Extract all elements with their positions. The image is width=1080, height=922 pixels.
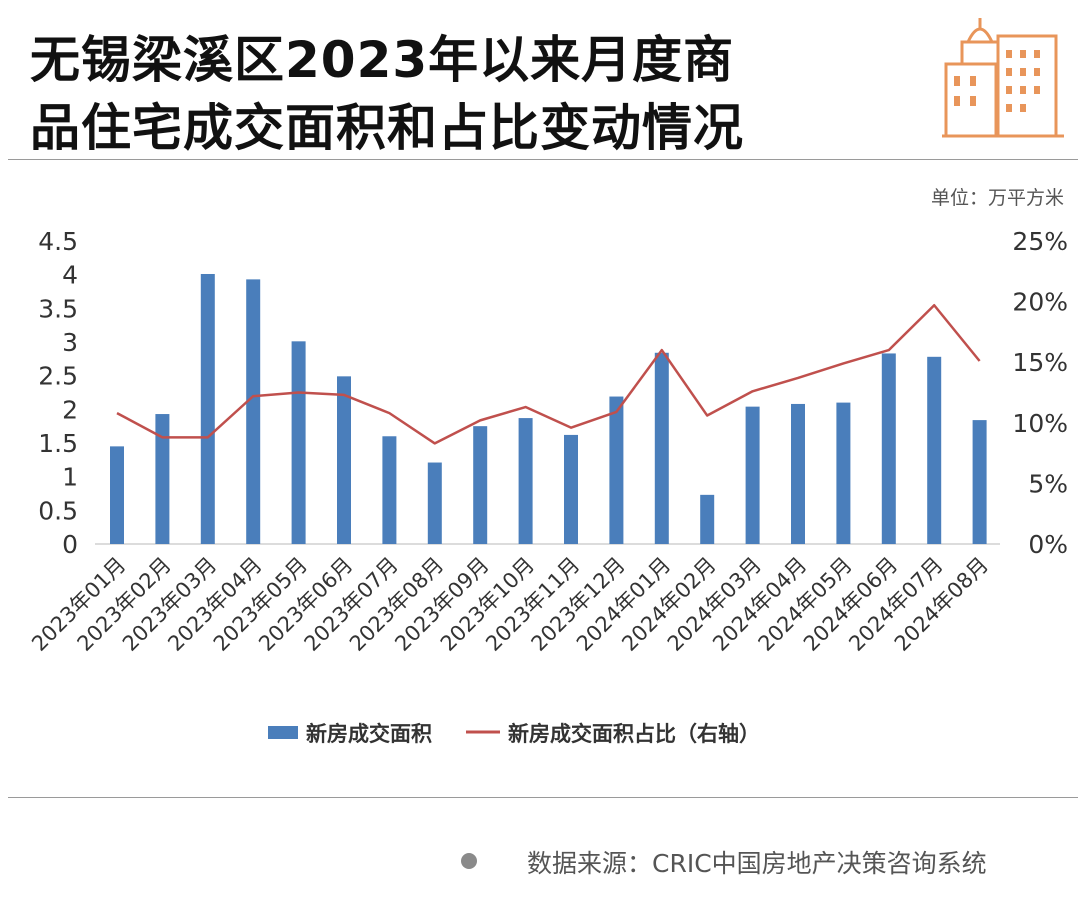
bar [972, 420, 987, 544]
right-tick-label: 5% [1028, 469, 1068, 498]
bar [791, 403, 805, 544]
bar [337, 376, 351, 544]
bar [927, 356, 942, 544]
bar [609, 396, 624, 544]
bar [881, 353, 896, 544]
line-series [116, 303, 981, 445]
x-axis-tick-labels: 2023年01月2023年02月2023年03月2023年04月2023年05月… [27, 553, 993, 656]
title-divider [8, 159, 1078, 160]
city-buildings-icon [942, 18, 1064, 138]
line-series-path [116, 303, 981, 445]
bar [291, 341, 306, 544]
right-axis-ticks: 0% 5% 10% 15% 20% 25% [1012, 227, 1068, 559]
bar [382, 436, 397, 544]
bar [473, 426, 488, 544]
bar [246, 279, 261, 544]
chart-title-line-2: 品住宅成交面积和占比变动情况 [30, 99, 744, 157]
left-tick-label: 4.5 [38, 227, 78, 256]
left-tick-label: 0 [62, 530, 78, 559]
right-tick-label: 15% [1012, 348, 1068, 377]
legend-bar-swatch [268, 726, 298, 739]
combo-chart: 0 0.5 1 1.5 2 2.5 3 3.5 4 4.5 0% 5% 10% 15% 20% 25% 20… [27, 227, 1068, 746]
right-tick-label: 10% [1012, 409, 1068, 438]
left-tick-label: 1.5 [38, 429, 78, 458]
data-source: 数据来源：CRIC中国房地产决策咨询系统 [527, 849, 987, 878]
left-tick-label: 0.5 [38, 496, 78, 525]
left-axis-ticks: 0 0.5 1 1.5 2 2.5 3 3.5 4 4.5 [38, 227, 78, 559]
right-tick-label: 25% [1012, 227, 1068, 256]
left-tick-label: 1 [62, 463, 78, 492]
footer-divider [8, 797, 1078, 798]
source-bullet-icon [461, 853, 477, 869]
unit-label: 单位：万平方米 [930, 187, 1064, 209]
bar [155, 414, 170, 544]
bar [564, 434, 578, 544]
legend-bar-label: 新房成交面积 [306, 722, 432, 746]
chart-title-line-1: 无锡梁溪区2023年以来月度商 [30, 31, 735, 89]
legend: 新房成交面积 新房成交面积占比（右轴） [268, 722, 760, 746]
legend-line-label: 新房成交面积占比（右轴） [508, 722, 760, 746]
bar [700, 494, 715, 544]
left-tick-label: 3.5 [38, 294, 78, 323]
bar [745, 406, 760, 544]
left-tick-label: 2 [62, 395, 78, 424]
left-tick-label: 4 [62, 261, 78, 290]
bar [427, 462, 442, 544]
right-tick-label: 20% [1012, 288, 1068, 317]
bar [836, 402, 851, 544]
left-tick-label: 2.5 [38, 362, 78, 391]
bar [518, 418, 533, 544]
bar [200, 273, 215, 544]
bar [110, 446, 124, 544]
left-tick-label: 3 [62, 328, 78, 357]
bar [654, 352, 669, 544]
bar-series [110, 273, 987, 544]
right-tick-label: 0% [1028, 530, 1068, 559]
